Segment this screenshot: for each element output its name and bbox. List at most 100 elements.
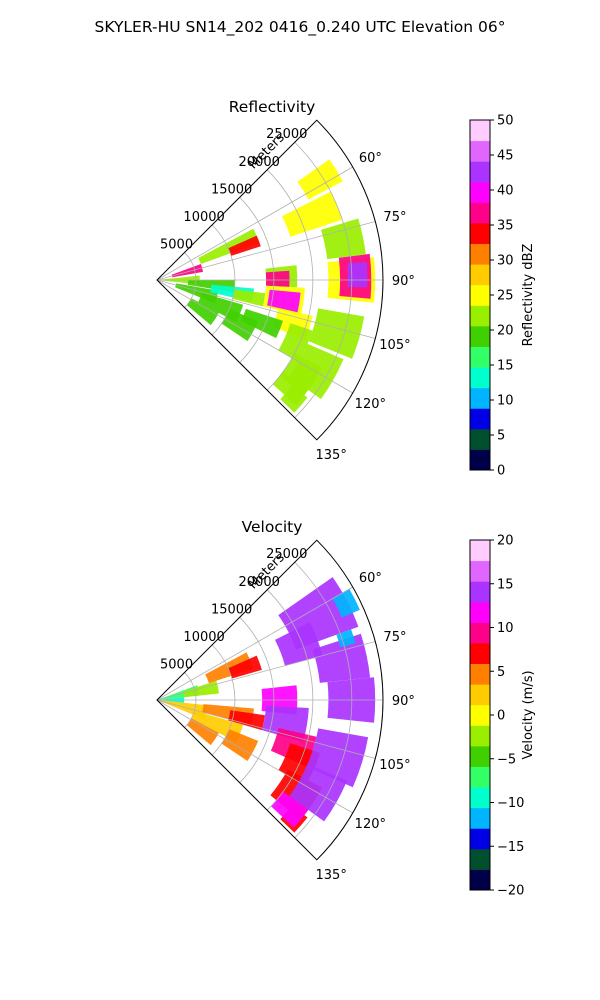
range-tick-label: 5000: [160, 657, 193, 672]
colorbar-segment: [470, 222, 490, 245]
azimuth-tick-label: 105°: [379, 758, 410, 773]
reflectivity-colorbar: 0 5 10 15 20 25 30 35 40 45 50 Reflectivity dBZ: [469, 114, 536, 479]
azimuth-tick-label: 60°: [359, 571, 382, 586]
azimuth-tick-label: 60°: [359, 151, 382, 166]
colorbar-segment: [470, 725, 490, 747]
azimuth-tick-label: 90°: [392, 274, 415, 289]
colorbar-segment: [470, 428, 490, 450]
colorbar-tick-label: 10: [497, 394, 514, 409]
colorbar-tick-label: 5: [497, 665, 505, 680]
echo-cell: [336, 629, 356, 648]
colorbar-segment: [470, 305, 490, 327]
colorbar-tick-label: 50: [497, 114, 514, 129]
azimuth-tick-label: 120°: [355, 397, 386, 412]
colorbar-segment: [470, 264, 490, 286]
colorbar-tick-label: 30: [497, 254, 514, 269]
colorbar-tick-label: 10: [497, 621, 514, 636]
colorbar-segment: [470, 367, 490, 389]
colorbar-segment: [470, 140, 490, 162]
colorbar-tick-label: 0: [497, 709, 505, 724]
azimuth-tick-label: 75°: [383, 630, 406, 645]
azimuth-tick-label: 90°: [392, 694, 415, 709]
colorbar-tick-label: 35: [497, 219, 514, 234]
velocity-title: Velocity: [242, 518, 303, 536]
colorbar-segment: [470, 202, 490, 224]
reflectivity-panel: Reflectivity 5000 10000 15000 20000 25000 60°…: [156, 98, 536, 479]
colorbar-segment: [470, 387, 490, 409]
reflectivity-title: Reflectivity: [229, 98, 316, 116]
colorbar-tick-label: 15: [497, 359, 514, 374]
velocity-sector: 5000 10000 15000 20000 25000 60° 75° 90° 105° 120…: [156, 539, 415, 883]
sector-frame: [156, 119, 384, 441]
colorbar-segment: [470, 581, 490, 603]
azimuth-tick-label: 105°: [379, 338, 410, 353]
azimuth-tick-label: 120°: [355, 817, 386, 832]
echo-cell: [275, 622, 323, 666]
velocity-panel: Velocity 5000 10000 15000 20000 25000 60° 75° 9…: [156, 518, 536, 899]
colorbar-segment: [470, 642, 490, 665]
echo-cell: [241, 308, 283, 339]
echo-cell: [228, 655, 262, 679]
azimuth-spoke: [156, 586, 353, 701]
colorbar-segment: [470, 828, 490, 850]
colorbar-tick-label: −5: [497, 752, 516, 767]
colorbar-segment: [470, 161, 490, 183]
colorbar-tick-label: −10: [497, 796, 524, 811]
echo-cell: [332, 588, 360, 618]
azimuth-spoke: [156, 641, 376, 701]
colorbar-tick-label: 45: [497, 149, 514, 164]
colorbar-segment: [470, 346, 490, 368]
echo-cell: [267, 289, 301, 313]
echo-cell: [321, 218, 366, 260]
colorbar-segment: [470, 601, 490, 623]
colorbar-tick-label: 0: [497, 464, 505, 479]
azimuth-spoke: [156, 279, 353, 394]
colorbar-segment: [470, 181, 490, 203]
range-tick-label: 10000: [183, 210, 224, 225]
colorbar-segment: [470, 663, 490, 685]
azimuth-spoke: [156, 699, 353, 814]
colorbar-tick-label: −20: [497, 884, 524, 899]
sector-frame: [156, 539, 384, 861]
colorbar-tick-label: 5: [497, 429, 505, 444]
colorbar-segment: [470, 540, 490, 562]
range-tick-label: 5000: [160, 237, 193, 252]
echo-cell: [272, 371, 309, 406]
colorbar-tick-label: 40: [497, 184, 514, 199]
reflectivity-sector: 5000 10000 15000 20000 25000 60° 75° 90° 105° 120…: [156, 119, 415, 463]
echo-cell: [186, 298, 219, 326]
colorbar-tick-label: 25: [497, 289, 514, 304]
colorbar-segment: [470, 684, 490, 706]
azimuth-spoke: [156, 279, 376, 339]
echo-cell: [278, 323, 313, 362]
colorbar-segment: [470, 120, 490, 142]
echo-cells: [157, 577, 376, 833]
colorbar-segment: [470, 807, 490, 829]
echo-cell: [282, 191, 343, 237]
colorbar-label: Reflectivity dBZ: [521, 244, 536, 347]
colorbar-segment: [470, 766, 490, 788]
range-tick-label: 25000: [266, 547, 307, 562]
range-tick-label: 25000: [266, 127, 307, 142]
echo-cell: [265, 270, 290, 287]
echo-cell: [289, 343, 344, 400]
echo-cell: [271, 791, 309, 828]
azimuth-spoke: [156, 699, 376, 759]
range-tick-label: 20000: [239, 155, 280, 170]
colorbar-tick-label: −15: [497, 840, 524, 855]
figure-title: SKYLER-HU SN14_202 0416_0.240 UTC Elevat…: [95, 18, 506, 37]
colorbar-segment: [470, 449, 490, 471]
echo-cell: [308, 308, 365, 359]
colorbar-segment: [470, 243, 490, 265]
range-tick-label: 10000: [183, 630, 224, 645]
colorbar-segment: [470, 848, 490, 870]
azimuth-tick-label: 75°: [383, 210, 406, 225]
colorbar-segment: [470, 325, 490, 347]
colorbar-segment: [470, 869, 490, 891]
azimuth-tick-label: 135°: [316, 448, 347, 463]
range-tick-label: 20000: [239, 575, 280, 590]
echo-cell: [228, 710, 265, 731]
colorbar-segment: [470, 408, 490, 430]
echo-cell: [347, 261, 368, 288]
